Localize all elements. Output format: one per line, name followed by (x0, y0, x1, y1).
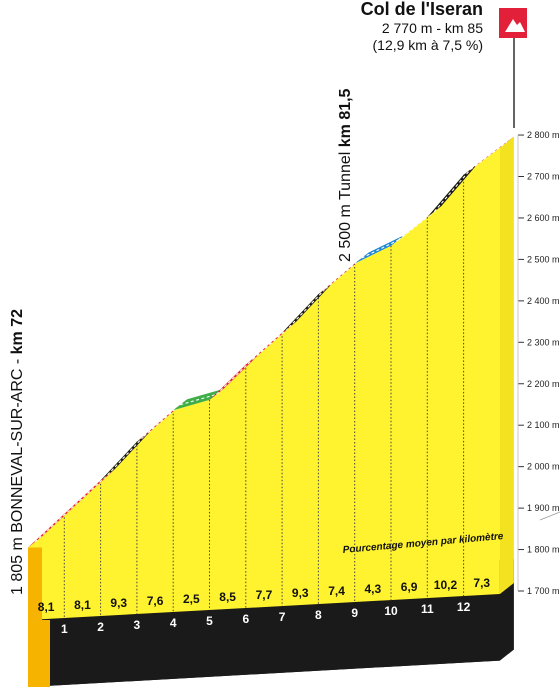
y-axis: 1 700 m 1 800 m 1 900 m 2 000 m 2 100 m 2 200… (517, 130, 560, 596)
gradient-label: 7,7 (256, 588, 273, 602)
km-label: 12 (457, 600, 471, 614)
gradient-label: 7,6 (147, 594, 164, 608)
gradient-strip-segment (354, 234, 405, 264)
mountain-icon-shape (505, 19, 525, 32)
gradient-label: 9,3 (292, 586, 309, 600)
y-tick-label: 2 700 m (527, 172, 560, 182)
gradient-strip-centerline (433, 168, 472, 212)
tunnel-label-text: 2 500 m Tunnel (337, 147, 354, 262)
gradient-strip-centerline (107, 435, 145, 476)
y-tick-label: 2 800 m (527, 130, 560, 140)
tunnel-label: 2 500 m Tunnel km 81,5 (337, 88, 354, 262)
km-labels: 1 2 3 4 5 6 7 8 9 10 11 12 (61, 600, 471, 636)
gradient-label: 8,1 (74, 598, 91, 612)
gradient-label: 8,1 (38, 600, 55, 614)
gradient-strip-centerline (180, 393, 217, 406)
y-tick-label: 2 000 m (527, 462, 560, 472)
km-label: 3 (134, 618, 141, 632)
km-label: 11 (421, 602, 434, 616)
y-tick-label: 2 400 m (527, 296, 560, 306)
gradient-label: 4,3 (365, 582, 382, 596)
y-tick-label: 1 700 m (527, 586, 560, 596)
km-divider-layer (63, 174, 465, 619)
profile-area-layer (28, 136, 514, 687)
gradient-strip-segment (282, 283, 333, 333)
y-tick-label: 2 200 m (527, 379, 560, 389)
y-tick-label: 1 800 m (527, 545, 560, 555)
km-label: 7 (279, 610, 286, 624)
gradient-strip-centerline (397, 211, 435, 241)
y-tick-label: 2 600 m (527, 213, 560, 223)
gradient-label: 2,5 (183, 592, 200, 606)
gradient-strip-centerline (70, 474, 108, 509)
summit-name: Col de l'Iseran (361, 0, 483, 19)
tunnel-label-km: km 81,5 (337, 88, 354, 147)
gradient-strip-centerline (34, 507, 72, 543)
gradient-strip-centerline (216, 358, 254, 395)
start-label: 1 805 m BONNEVAL-SUR-ARC - km 72 (9, 309, 26, 595)
km-label: 6 (242, 612, 249, 626)
gradient-label: 6,9 (401, 580, 418, 594)
start-label-text: 1 805 m BONNEVAL-SUR-ARC - (9, 354, 26, 595)
y-tick-label: 2 500 m (527, 254, 560, 264)
gradient-strip-segment (100, 430, 151, 481)
summit-climb-stats: (12,9 km à 7,5 %) (373, 37, 484, 53)
summit-altitude-km: 2 770 m - km 85 (382, 20, 483, 36)
km-label: 10 (384, 604, 398, 618)
km-label: 2 (97, 620, 104, 634)
y-tick-label: 1 900 m (527, 503, 560, 513)
gradient-strip-centerline (325, 257, 363, 290)
km-label: 5 (206, 614, 213, 628)
y-tick-label: 2 300 m (527, 337, 560, 347)
gradient-strip-layer (28, 136, 514, 548)
start-base (28, 620, 50, 687)
gradient-strip-centerline (288, 288, 326, 328)
gradient-label: 8,5 (219, 590, 236, 604)
summit-marker: Col de l'Iseran 2 770 m - km 85 (12,9 km… (361, 0, 527, 128)
gradient-label: 7,3 (473, 576, 490, 590)
gradient-label: 9,3 (110, 596, 127, 610)
start-block (28, 547, 42, 620)
km-label: 4 (170, 616, 177, 630)
gradient-label: 10,2 (434, 578, 458, 592)
profile-area (28, 147, 500, 621)
ground-base (28, 594, 500, 687)
y-tick-label: 2 100 m (527, 420, 560, 430)
gradient-label: 7,4 (328, 584, 345, 598)
gradient-strip-centerline (361, 239, 399, 259)
profile-side-face (499, 136, 514, 595)
gradient-labels: 8,1 8,1 9,3 7,6 2,5 8,5 7,7 9,3 7,4 4,3 6,9 10,2 7,3 (38, 576, 491, 614)
axis-break-line (539, 511, 560, 521)
km-label: 1 (61, 622, 68, 636)
km-label: 8 (315, 608, 322, 622)
start-label-km: km 72 (9, 309, 26, 354)
km-label: 9 (351, 606, 358, 620)
gradient-strip-centerline (470, 141, 508, 170)
gradient-strip-centerline (252, 326, 290, 360)
gradient-strip-centerline (143, 404, 181, 437)
